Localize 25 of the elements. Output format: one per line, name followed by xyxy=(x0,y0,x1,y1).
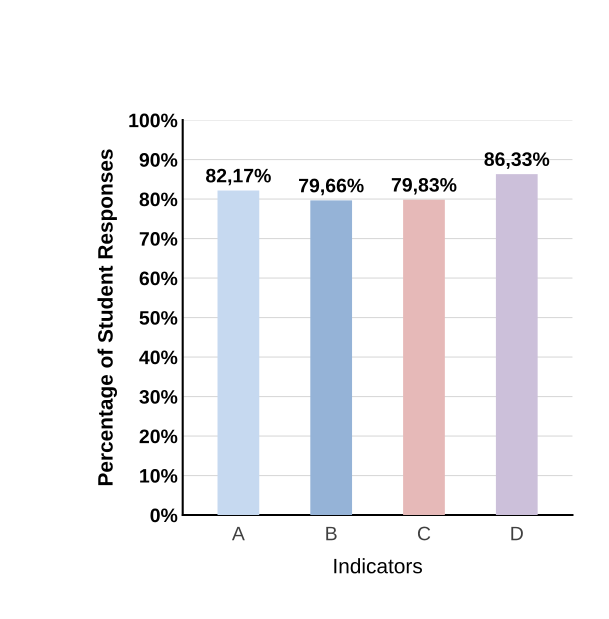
bar xyxy=(218,190,260,516)
x-tick-label: A xyxy=(232,526,245,540)
y-tick-label: 90% xyxy=(140,153,178,167)
x-tick-label: D xyxy=(511,526,523,540)
data-label: 79,83% xyxy=(392,178,456,195)
y-tick-label: 60% xyxy=(140,272,178,286)
y-tick-label: 0% xyxy=(150,508,178,522)
y-tick-label: 30% xyxy=(139,390,178,404)
bar xyxy=(310,200,352,516)
y-tick-label: 70% xyxy=(140,232,178,246)
x-axis-title: Indicators xyxy=(334,558,422,574)
data-label: 79,66% xyxy=(299,178,364,196)
data-label: 86,33% xyxy=(484,152,550,169)
x-tick-label: B xyxy=(326,526,337,540)
bar xyxy=(496,174,538,516)
y-axis-title: Percentage of Student Responses xyxy=(97,149,117,486)
y-tick-label: 40% xyxy=(139,350,178,364)
y-tick-label: 50% xyxy=(140,311,178,325)
x-tick-label: C xyxy=(418,526,430,540)
data-label: 82,17% xyxy=(206,168,271,186)
y-tick-label: 100% xyxy=(129,114,178,128)
bar xyxy=(403,200,445,516)
y-tick-label: 10% xyxy=(140,468,178,483)
y-tick-label: 20% xyxy=(140,429,178,444)
y-tick-label: 80% xyxy=(140,192,178,206)
